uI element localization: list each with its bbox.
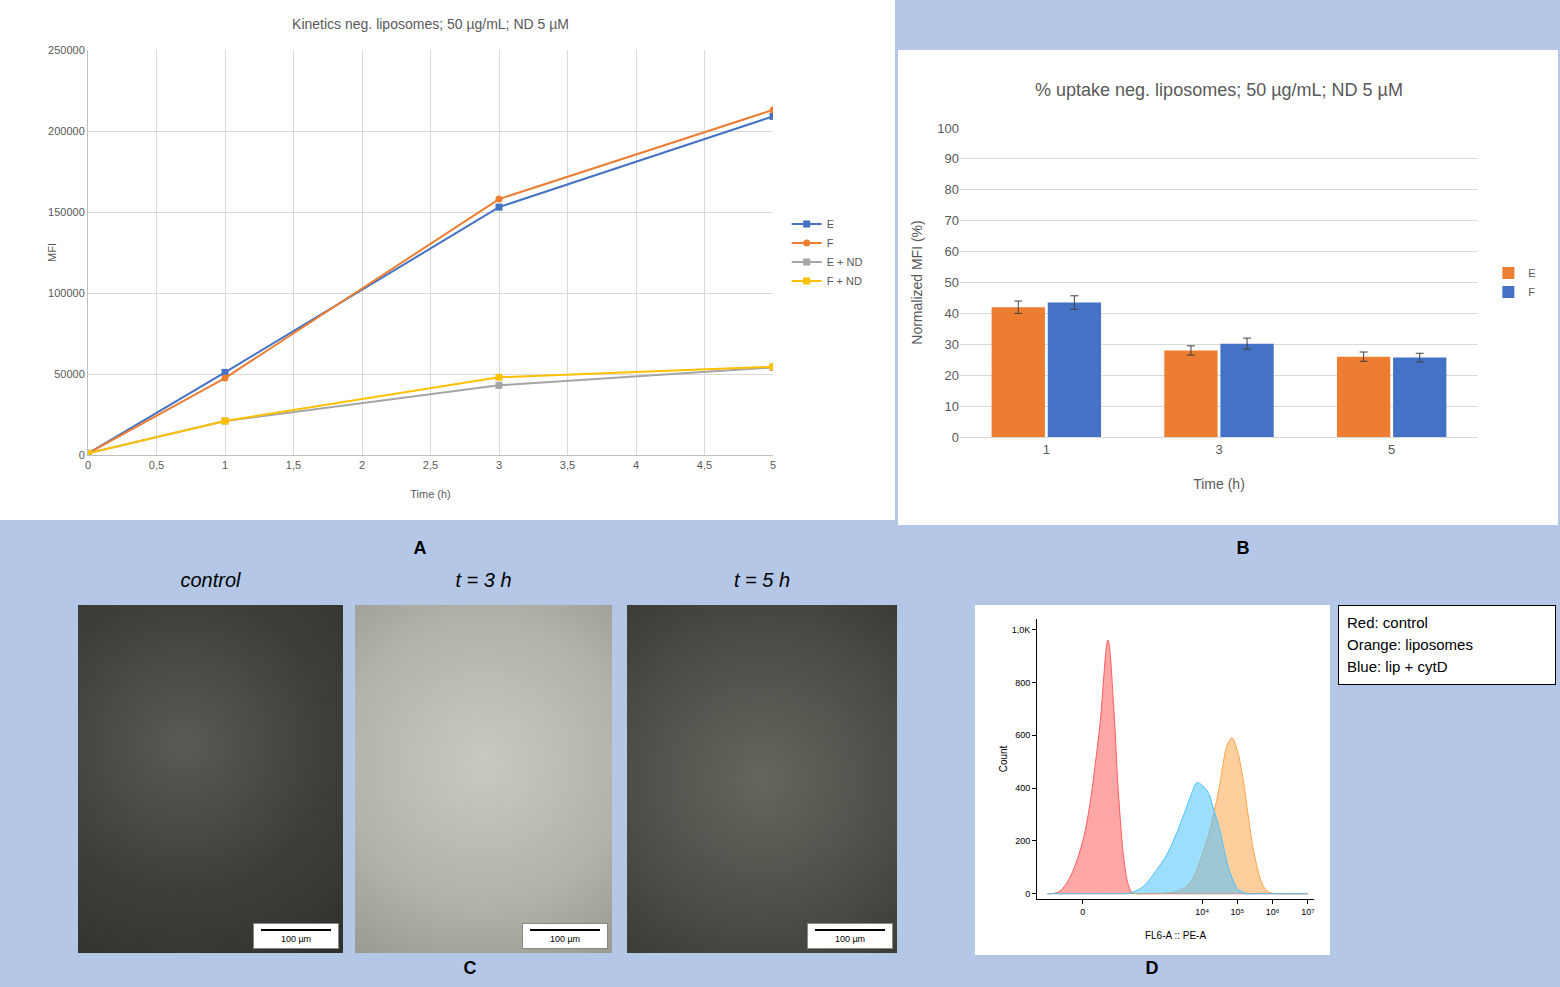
- svg-text:5: 5: [770, 459, 776, 471]
- svg-text:Normalized MFI (%): Normalized MFI (%): [909, 220, 925, 344]
- svg-text:400: 400: [1015, 783, 1030, 793]
- svg-text:10⁴: 10⁴: [1195, 907, 1209, 917]
- svg-text:70: 70: [945, 213, 959, 228]
- svg-text:0: 0: [1025, 889, 1030, 899]
- svg-text:5: 5: [1388, 442, 1395, 457]
- html-text:Blue: lip + cytD: Blue: lip + cytD: [1347, 658, 1448, 675]
- svg-text:4: 4: [633, 459, 639, 471]
- svg-text:0,5: 0,5: [149, 459, 164, 471]
- svg-text:10⁵: 10⁵: [1231, 907, 1245, 917]
- svg-text:40: 40: [945, 306, 959, 321]
- svg-text:0: 0: [79, 449, 85, 461]
- svg-text:Count: Count: [998, 745, 1009, 772]
- svg-text:1: 1: [1043, 442, 1050, 457]
- html-text:100 µm: 100 µm: [549, 934, 581, 944]
- svg-text:200: 200: [1015, 836, 1030, 846]
- svg-text:250000: 250000: [48, 44, 85, 56]
- svg-text:E: E: [827, 218, 834, 230]
- svg-text:100: 100: [937, 121, 959, 136]
- svg-text:Time (h): Time (h): [1193, 476, 1245, 492]
- html-text:Red: control: Red: control: [1347, 614, 1428, 631]
- svg-text:80: 80: [945, 182, 959, 197]
- svg-text:0: 0: [1080, 907, 1085, 917]
- html-text:t = 3 h: t = 3 h: [455, 569, 512, 591]
- svg-text:4,5: 4,5: [697, 459, 712, 471]
- html-text:B: B: [1236, 538, 1250, 558]
- svg-text:F + ND: F + ND: [827, 275, 862, 287]
- svg-text:200000: 200000: [48, 125, 85, 137]
- svg-text:1,5: 1,5: [286, 459, 301, 471]
- svg-text:0: 0: [85, 459, 91, 471]
- svg-text:50000: 50000: [54, 368, 85, 380]
- html-text:C: C: [463, 958, 477, 978]
- svg-text:MFI: MFI: [46, 243, 58, 262]
- svg-text:F: F: [1528, 286, 1535, 298]
- svg-text:10: 10: [945, 399, 959, 414]
- html-text:100 µm: 100 µm: [280, 934, 312, 944]
- svg-text:Kinetics neg. liposomes; 50 µg: Kinetics neg. liposomes; 50 µg/mL; ND 5 …: [292, 16, 569, 32]
- html-text:100 µm: 100 µm: [834, 934, 866, 944]
- svg-text:10⁶: 10⁶: [1266, 907, 1280, 917]
- html-text:control: control: [180, 569, 241, 591]
- html-text:A: A: [413, 538, 427, 558]
- svg-text:600: 600: [1015, 730, 1030, 740]
- svg-text:800: 800: [1015, 678, 1030, 688]
- svg-text:% uptake neg. liposomes; 50 µg: % uptake neg. liposomes; 50 µg/mL; ND 5 …: [1035, 80, 1403, 100]
- svg-text:30: 30: [945, 337, 959, 352]
- svg-text:0: 0: [952, 430, 959, 445]
- svg-text:Time (h): Time (h): [410, 488, 451, 500]
- svg-text:20: 20: [945, 368, 959, 383]
- svg-text:1: 1: [222, 459, 228, 471]
- svg-text:100000: 100000: [48, 287, 85, 299]
- svg-text:1,0K: 1,0K: [1012, 625, 1031, 635]
- svg-text:3,5: 3,5: [560, 459, 575, 471]
- svg-text:E: E: [1528, 267, 1535, 279]
- svg-text:10⁷: 10⁷: [1301, 907, 1314, 917]
- svg-text:3: 3: [1215, 442, 1222, 457]
- svg-text:F: F: [827, 237, 834, 249]
- html-text:t = 5 h: t = 5 h: [733, 569, 791, 591]
- html-text:D: D: [1145, 958, 1159, 978]
- svg-text:FL6-A :: PE-A: FL6-A :: PE-A: [1145, 930, 1206, 941]
- svg-text:3: 3: [496, 459, 502, 471]
- svg-text:150000: 150000: [48, 206, 85, 218]
- svg-text:60: 60: [945, 244, 959, 259]
- svg-text:E + ND: E + ND: [827, 256, 863, 268]
- svg-text:50: 50: [945, 275, 959, 290]
- svg-text:2,5: 2,5: [423, 459, 438, 471]
- html-text:Orange: liposomes: Orange: liposomes: [1347, 636, 1473, 653]
- svg-text:90: 90: [945, 151, 959, 166]
- svg-text:2: 2: [359, 459, 365, 471]
